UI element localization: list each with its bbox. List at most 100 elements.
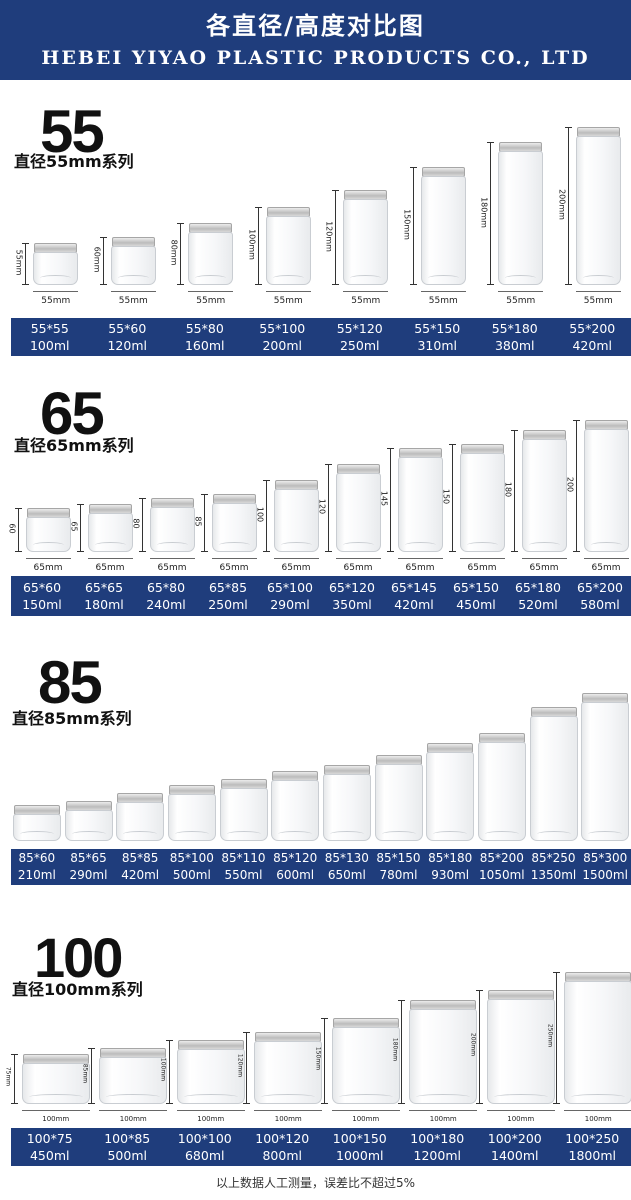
height-dimension-line: [572, 420, 580, 552]
height-dimension-line: [99, 237, 107, 285]
height-label: 150: [441, 488, 450, 505]
jar-size: 85*200: [479, 851, 524, 865]
width-dimension-line: [409, 1110, 478, 1111]
jar-body: [498, 151, 544, 285]
height-label: 145: [379, 490, 388, 507]
jar-size: 85*110: [221, 851, 266, 865]
jar-size: 85*130: [324, 851, 369, 865]
height-label: 200: [565, 476, 574, 493]
height-label: 65: [69, 521, 78, 532]
width-label: 100mm: [274, 1115, 302, 1123]
jar-body: [273, 489, 319, 552]
jar-image: [343, 190, 389, 285]
width-label: 65mm: [219, 563, 249, 573]
jar-image: [322, 765, 371, 841]
width-label: 100mm: [42, 1115, 70, 1123]
height-dimension-line: [88, 1048, 96, 1104]
jar-volume: 1000ml: [336, 1148, 384, 1163]
width-dimension-line: [583, 558, 629, 559]
jar-body: [521, 439, 567, 552]
width-label: 55mm: [273, 296, 303, 306]
jar-body: [116, 802, 165, 841]
height-label: 75mm: [4, 1066, 12, 1087]
height-dimension-line: [262, 480, 270, 552]
spec-cell: 85*110 550ml: [218, 849, 270, 884]
spec-cell: 55*150 310ml: [399, 318, 477, 354]
width-label: 65mm: [343, 563, 373, 573]
series-label: 直径85mm系列: [12, 709, 132, 728]
width-label: 65mm: [529, 563, 559, 573]
jar-volume: 150ml: [22, 597, 62, 612]
spec-cell: 55*55 100ml: [11, 318, 89, 354]
jar-body: [110, 246, 156, 285]
header-title-en: HEBEI YIYAO PLASTIC PRODUCTS CO., LTD: [41, 47, 590, 69]
height-label: 200mm: [469, 1032, 477, 1057]
spec-cell: 100*180 1200ml: [399, 1128, 477, 1164]
header-title-cn: 各直径/高度对比图: [206, 12, 425, 40]
height-label: 60: [7, 523, 16, 534]
jar-image: [271, 771, 320, 841]
height-label: 120mm: [324, 220, 334, 252]
spec-cell: 85*130 650ml: [321, 849, 373, 884]
jar-volume: 290ml: [270, 597, 310, 612]
jar-image: [529, 707, 578, 841]
height-label: 180mm: [391, 1037, 399, 1062]
width-label: 65mm: [33, 563, 63, 573]
jar-volume: 310ml: [417, 338, 457, 353]
series-label: 直径100mm系列: [12, 980, 143, 999]
height-label: 120mm: [236, 1053, 244, 1078]
height-dimension-line: [243, 1032, 251, 1104]
jar-body: [583, 429, 629, 552]
jar-image: [265, 207, 311, 285]
jar-size: 55*60: [108, 321, 147, 336]
width-label: 100mm: [584, 1115, 612, 1123]
height-label: 180: [503, 481, 512, 498]
jar-image: [12, 805, 61, 841]
jar-volume: 580ml: [580, 597, 620, 612]
jar-volume: 600ml: [276, 868, 315, 882]
width-label: 55mm: [428, 296, 458, 306]
jar-volume: 1800ml: [568, 1148, 616, 1163]
height-dimension-line: [320, 1018, 328, 1104]
height-label: 150mm: [402, 209, 412, 240]
height-dimension-line: [448, 444, 456, 552]
jar-body: [529, 716, 578, 841]
jar-image: [420, 167, 466, 285]
width-dimension-line: [273, 558, 319, 559]
spec-cell: 55*80 160ml: [166, 318, 244, 354]
height-dimension-line: [138, 498, 146, 552]
jar-image: [409, 1000, 478, 1104]
jar-size: 55*80: [185, 321, 224, 336]
jar-size: 100*200: [487, 1131, 542, 1146]
height-label: 200mm: [557, 189, 567, 220]
width-dimension-line: [265, 291, 311, 292]
jar-size: 100*100: [177, 1131, 232, 1146]
width-dimension-line: [521, 558, 567, 559]
height-label: 55mm: [14, 249, 24, 276]
page-header: 各直径/高度对比图 HEBEI YIYAO PLASTIC PRODUCTS C…: [0, 0, 631, 80]
jar-body: [265, 216, 311, 285]
height-dimension-line: [564, 127, 572, 285]
jar-body: [331, 1027, 400, 1104]
jar-volume: 500ml: [107, 1148, 147, 1163]
width-dimension-line: [575, 291, 621, 292]
spec-bar: 65*60 150ml 65*65 180ml 65*80 240ml 65*85 250ml…: [11, 576, 631, 616]
spec-cell: 65*65 180ml: [73, 576, 135, 613]
height-dimension-line: [22, 243, 30, 285]
height-label: 250mm: [546, 1023, 554, 1048]
jar-image: [87, 504, 133, 552]
series-number: 85: [38, 649, 103, 716]
width-dimension-line: [211, 558, 257, 559]
width-label: 100mm: [197, 1115, 225, 1123]
width-label: 55mm: [118, 296, 148, 306]
jar-body: [188, 232, 234, 285]
jar-body: [486, 999, 555, 1104]
width-label: 55mm: [196, 296, 226, 306]
jar-image: [331, 1018, 400, 1104]
spec-cell: 85*150 780ml: [373, 849, 425, 884]
height-label: 80: [131, 518, 140, 529]
spec-cell: 85*180 930ml: [424, 849, 476, 884]
jar-body: [420, 176, 466, 285]
jar-volume: 420ml: [394, 597, 434, 612]
jar-body: [33, 252, 79, 285]
